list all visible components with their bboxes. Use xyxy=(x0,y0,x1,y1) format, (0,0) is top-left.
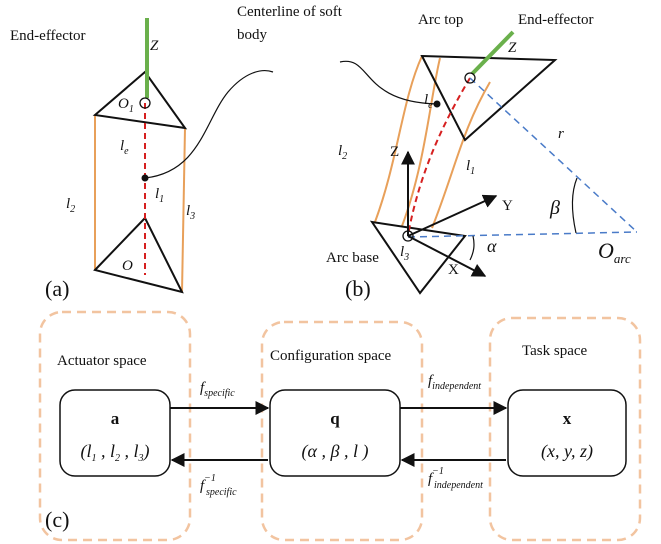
label: body xyxy=(237,27,268,43)
angle-arc xyxy=(572,178,577,233)
t: O xyxy=(598,238,614,263)
t: 1 xyxy=(470,166,475,177)
t: e xyxy=(124,146,129,157)
label: End-effector xyxy=(10,28,86,44)
top-plate xyxy=(422,56,555,140)
panel-label: (b) xyxy=(345,276,371,301)
t: 2 xyxy=(342,151,347,162)
page: Soft robot kinematics diagram { "panel_a… xyxy=(0,0,661,544)
space-box xyxy=(270,390,400,476)
label: l2 xyxy=(338,143,347,162)
panel-b: Arc top End-effector Z le l2 l1 l3 Z Y X… xyxy=(326,12,637,301)
label: Arc top xyxy=(418,12,463,28)
t: , xyxy=(120,441,134,461)
t: , xyxy=(96,441,110,461)
t: 2 xyxy=(70,204,75,215)
symbol: x xyxy=(563,409,572,428)
label: Z xyxy=(508,40,517,56)
label: Y xyxy=(502,198,513,214)
panel-label: (c) xyxy=(45,507,69,532)
tuple: (α , β , l ) xyxy=(302,441,369,462)
label: O1 xyxy=(118,96,134,115)
t: x, y, z xyxy=(546,441,587,461)
t: specific xyxy=(206,487,237,498)
label: Arc base xyxy=(326,250,379,266)
bottom-plate xyxy=(95,218,182,292)
label: le xyxy=(120,138,129,157)
edge xyxy=(182,128,185,292)
t: specific xyxy=(204,388,235,399)
t: e xyxy=(428,100,433,111)
symbol: q xyxy=(330,409,340,428)
t: 1 xyxy=(159,194,164,205)
label: Z xyxy=(390,144,399,160)
label: O xyxy=(122,258,133,274)
panel-a: End-effector Z O1 le l1 l2 l3 O (a) xyxy=(10,18,273,301)
t: 1 xyxy=(129,104,134,115)
space-title: Actuator space xyxy=(57,353,147,369)
diagram: End-effector Z O1 le l1 l2 l3 O (a) Cent… xyxy=(0,0,661,544)
label: β xyxy=(549,197,560,219)
space-title: Task space xyxy=(522,343,588,359)
label: Oarc xyxy=(598,238,631,266)
axis xyxy=(408,196,496,236)
t: −1 xyxy=(432,466,444,477)
label: X xyxy=(448,262,459,278)
t: 3 xyxy=(403,252,409,263)
t: O xyxy=(118,96,129,112)
label: le xyxy=(424,92,433,111)
label: α xyxy=(487,236,497,256)
tuple: (x, y, z) xyxy=(541,441,593,462)
t: 3 xyxy=(189,211,195,222)
leader xyxy=(340,61,437,104)
end-effector-rod xyxy=(472,32,513,74)
t: −1 xyxy=(204,473,216,484)
t: , xyxy=(317,441,331,461)
top-plate xyxy=(95,72,185,128)
space-title: Configuration space xyxy=(270,348,392,364)
label: End-effector xyxy=(518,12,594,28)
space-box xyxy=(508,390,626,476)
map-label: findependent xyxy=(428,373,481,392)
label: l1 xyxy=(466,158,475,177)
label: l3 xyxy=(400,244,409,263)
panel-c: Actuator space Configuration space Task … xyxy=(40,312,640,540)
label: l3 xyxy=(186,203,195,222)
t: , xyxy=(339,441,353,461)
t: arc xyxy=(614,251,631,266)
t: independent xyxy=(432,381,481,392)
edge xyxy=(432,82,490,228)
t: ) xyxy=(143,441,150,462)
edge xyxy=(375,56,422,222)
label: Z xyxy=(150,38,159,54)
map-label: fspecific xyxy=(200,380,235,399)
label: l2 xyxy=(66,196,75,215)
label: Centerline of soft xyxy=(237,4,343,20)
t: ) xyxy=(586,441,593,462)
symbol: a xyxy=(111,409,120,428)
t: β xyxy=(329,441,339,461)
label: l1 xyxy=(155,186,164,205)
t: ) xyxy=(358,441,369,462)
angle-arc xyxy=(470,236,474,260)
label: r xyxy=(558,126,564,142)
t: independent xyxy=(434,480,483,491)
panel-label: (a) xyxy=(45,276,69,301)
